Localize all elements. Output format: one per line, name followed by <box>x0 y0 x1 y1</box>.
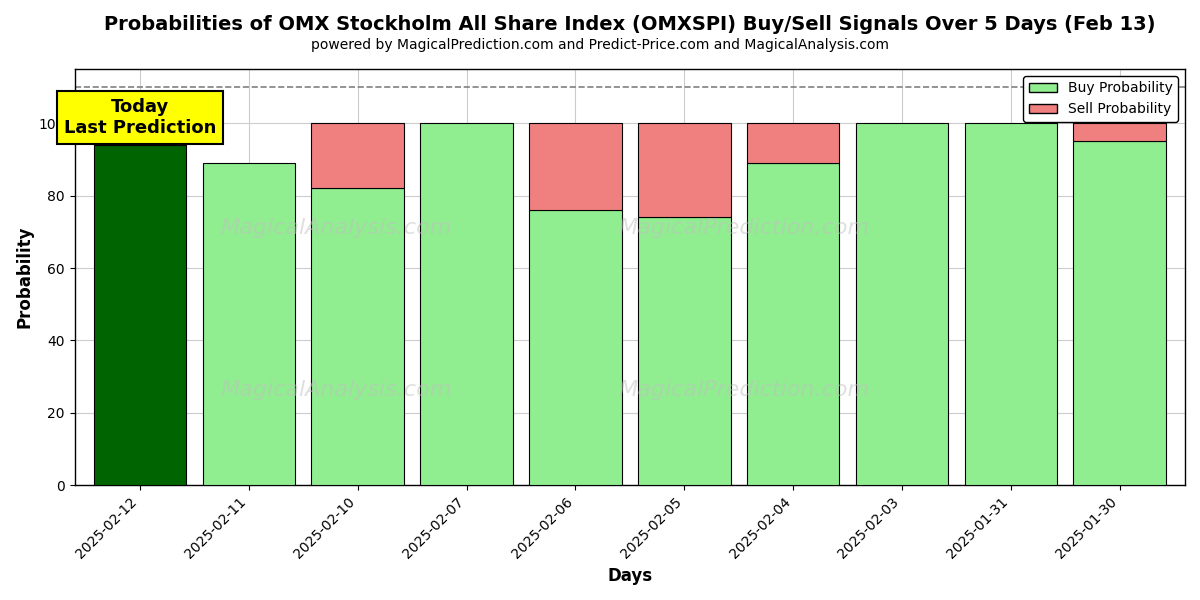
Bar <box>94 123 186 145</box>
Bar <box>529 123 622 210</box>
Text: MagicalPrediction.com: MagicalPrediction.com <box>618 380 870 400</box>
Bar <box>312 123 404 188</box>
Legend: Buy Probability, Sell Probability: Buy Probability, Sell Probability <box>1024 76 1178 122</box>
Bar <box>1074 123 1166 142</box>
Bar <box>965 123 1057 485</box>
Bar <box>420 123 512 485</box>
Bar <box>1074 142 1166 485</box>
Y-axis label: Probability: Probability <box>16 226 34 328</box>
Bar <box>856 123 948 485</box>
X-axis label: Days: Days <box>607 567 653 585</box>
Bar <box>638 123 731 217</box>
Text: Today
Last Prediction: Today Last Prediction <box>64 98 216 137</box>
Text: MagicalPrediction.com: MagicalPrediction.com <box>618 218 870 238</box>
Bar <box>203 163 295 485</box>
Title: Probabilities of OMX Stockholm All Share Index (OMXSPI) Buy/Sell Signals Over 5 : Probabilities of OMX Stockholm All Share… <box>104 15 1156 34</box>
Bar <box>746 163 839 485</box>
Text: powered by MagicalPrediction.com and Predict-Price.com and MagicalAnalysis.com: powered by MagicalPrediction.com and Pre… <box>311 38 889 52</box>
Bar <box>746 123 839 163</box>
Bar <box>312 188 404 485</box>
Bar <box>638 217 731 485</box>
Bar <box>94 145 186 485</box>
Bar <box>529 210 622 485</box>
Text: MagicalAnalysis.com: MagicalAnalysis.com <box>221 380 451 400</box>
Text: MagicalAnalysis.com: MagicalAnalysis.com <box>221 218 451 238</box>
